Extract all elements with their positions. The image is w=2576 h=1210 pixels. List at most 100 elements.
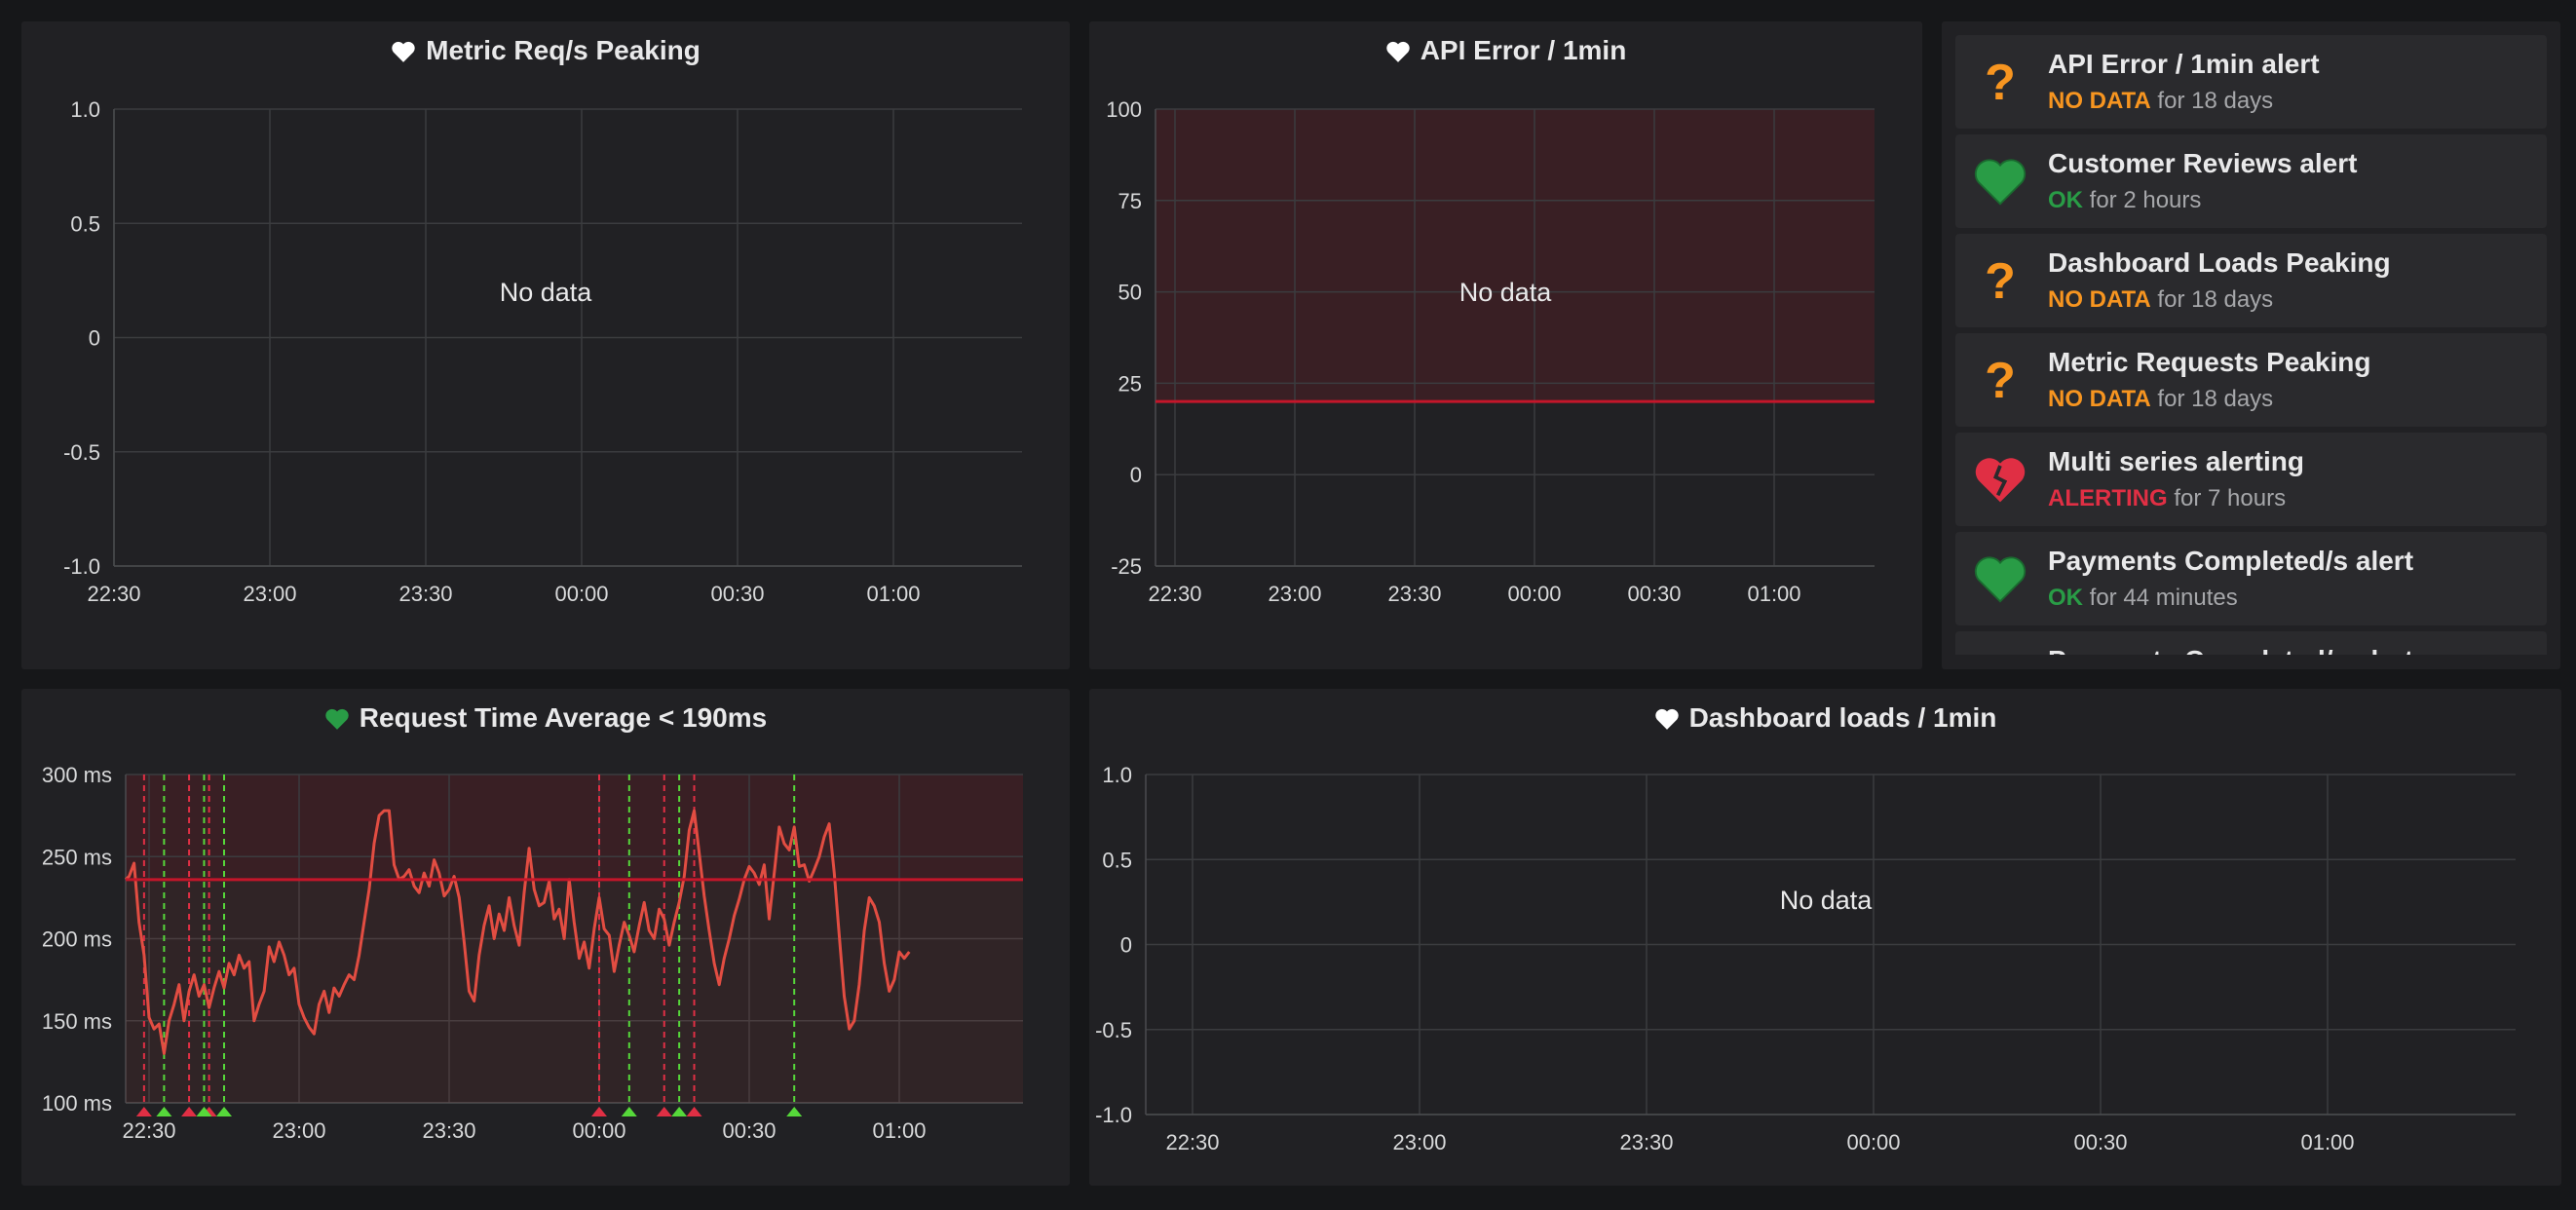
- y-tick-label: 100: [1106, 97, 1142, 122]
- alerting-annotation-marker[interactable]: [181, 1107, 198, 1116]
- ok-annotation-marker[interactable]: [671, 1107, 688, 1116]
- white-heart-icon: [392, 41, 415, 62]
- y-tick-label: -0.5: [1095, 1018, 1132, 1042]
- alert-list-item[interactable]: Payments Completed/s alert OK for 44 minu…: [1955, 532, 2547, 625]
- x-tick-label: 00:30: [722, 1118, 776, 1143]
- ok-annotation-marker[interactable]: [216, 1107, 232, 1116]
- x-tick-label: 00:00: [1507, 582, 1561, 606]
- alert-threshold-region: [126, 775, 1023, 880]
- y-tick-label: 0: [1120, 933, 1132, 958]
- alert-name: Dashboard Loads Peaking: [2048, 247, 2391, 278]
- y-tick-label: 1.0: [1102, 763, 1132, 787]
- alert-state: NO DATA for 18 days: [2048, 286, 2273, 314]
- y-tick-label: -1.0: [63, 554, 100, 579]
- alert-list-item[interactable]: Multi series alerting ALERTING for 7 hour…: [1955, 433, 2547, 526]
- alert-icon: [1971, 649, 2029, 655]
- panel-title[interactable]: API Error / 1min: [1089, 35, 1922, 66]
- x-tick-label: 01:00: [1747, 582, 1800, 606]
- ok-annotation-marker[interactable]: [156, 1107, 172, 1116]
- x-tick-label: 00:30: [2073, 1130, 2127, 1154]
- y-tick-label: 200 ms: [42, 927, 112, 952]
- ok-annotation-marker[interactable]: [786, 1107, 803, 1116]
- alert-state-word: ALERTING: [2048, 485, 2168, 511]
- x-tick-label: 23:30: [1619, 1130, 1673, 1154]
- alert-name: Customer Reviews alert: [2048, 148, 2358, 178]
- alerting-annotation-marker[interactable]: [591, 1107, 607, 1116]
- y-tick-label: 0.5: [1102, 848, 1132, 872]
- white-heart-icon: [1654, 708, 1679, 730]
- panel-title[interactable]: Dashboard loads / 1min: [1089, 702, 2561, 734]
- y-tick-label: 1.0: [70, 97, 100, 122]
- x-tick-label: 23:30: [398, 582, 452, 606]
- alert-list-item[interactable]: ? Metric Requests Peaking NO DATA for 18 d…: [1955, 333, 2547, 427]
- panel-api-error: API Error / 1min 100 75 50 25 0 -25 22:30 23:00…: [1089, 21, 1922, 669]
- alert-duration: for 44 minutes: [2083, 585, 2238, 611]
- alert-duration: for 2 hours: [2083, 187, 2202, 213]
- grid: [113, 108, 1022, 567]
- panel-metric-req: Metric Req/s Peaking 1.0 0.5 0 -0.5 -1.0 22:3…: [21, 21, 1070, 669]
- white-heart-icon: [1385, 41, 1410, 62]
- alert-state: ALERTING for 7 hours: [2048, 485, 2286, 512]
- alert-state-word: NO DATA: [2048, 386, 2151, 412]
- no-data-label: No data: [500, 278, 593, 307]
- x-tick-label: 22:30: [122, 1118, 175, 1143]
- x-tick-label: 23:00: [243, 582, 296, 606]
- alert-list-item[interactable]: ? Dashboard Loads Peaking NO DATA for 18 d…: [1955, 234, 2547, 327]
- x-tick-label: 23:30: [1387, 582, 1441, 606]
- x-tick-label: 00:30: [1627, 582, 1681, 606]
- x-tick-label: 01:00: [866, 582, 920, 606]
- svg-text:?: ?: [1985, 255, 2016, 306]
- x-tick-label: 23:30: [422, 1118, 475, 1143]
- alert-state-word: NO DATA: [2048, 88, 2151, 114]
- y-tick-label: 0.5: [70, 211, 100, 236]
- y-tick-label: -25: [1111, 554, 1142, 579]
- x-tick-label: 00:00: [1846, 1130, 1900, 1154]
- y-tick-label: 0: [89, 326, 100, 351]
- alert-state: OK for 44 minutes: [2048, 585, 2238, 612]
- alert-state: NO DATA for 18 days: [2048, 386, 2273, 413]
- alert-duration: for 18 days: [2150, 286, 2274, 313]
- alert-list-item[interactable]: Payments Completed/s alert: [1955, 631, 2547, 655]
- svg-text:?: ?: [1985, 355, 2016, 405]
- panel-title[interactable]: Request Time Average < 190ms: [21, 702, 1070, 734]
- alert-name: Multi series alerting: [2048, 446, 2304, 476]
- x-tick-label: 00:30: [710, 582, 764, 606]
- y-tick-label: -1.0: [1095, 1103, 1132, 1127]
- ok-annotation-marker[interactable]: [196, 1107, 212, 1116]
- y-tick-label: 0: [1130, 463, 1142, 487]
- x-tick-label: 22:30: [1148, 582, 1201, 606]
- question-icon: ?: [1971, 351, 2029, 409]
- grid: [1146, 774, 2516, 1115]
- y-tick-label: 300 ms: [42, 763, 112, 787]
- y-tick-label: -0.5: [63, 440, 100, 465]
- no-data-label: No data: [1459, 278, 1553, 307]
- panel-request-time: Request Time Average < 190ms 300 ms 250 m…: [21, 689, 1070, 1186]
- green-heart-icon: [1971, 549, 2029, 608]
- alerting-annotation-marker[interactable]: [135, 1107, 152, 1116]
- x-tick-label: 22:30: [87, 582, 140, 606]
- chart-metric-req: 1.0 0.5 0 -0.5 -1.0 22:30 23:00 23:30 00:00 00:30…: [63, 97, 1022, 606]
- alert-state: OK for 2 hours: [2048, 187, 2201, 214]
- series-line[interactable]: [124, 809, 911, 1055]
- x-tick-label: 23:00: [1268, 582, 1321, 606]
- x-tick-label: 00:00: [554, 582, 608, 606]
- alert-duration: for 7 hours: [2167, 485, 2287, 511]
- alert-name: API Error / 1min alert: [2048, 49, 2320, 79]
- panel-title-text: Dashboard loads / 1min: [1688, 702, 1997, 733]
- x-tick-label: 22:30: [1165, 1130, 1219, 1154]
- panel-title[interactable]: Metric Req/s Peaking: [21, 35, 1070, 66]
- svg-text:?: ?: [1985, 57, 2016, 107]
- y-tick-label: 50: [1118, 281, 1142, 305]
- alert-threshold-region: [1155, 109, 1875, 402]
- panel-title-text: API Error / 1min: [1420, 35, 1627, 65]
- alert-list-item[interactable]: ? API Error / 1min alert NO DATA for 18 da…: [1955, 35, 2547, 129]
- alert-list-item[interactable]: Customer Reviews alert OK for 2 hours: [1955, 134, 2547, 228]
- chart-dashboard-loads: 1.0 0.5 0 -0.5 -1.0 22:30 23:00 23:30 00:00 00:30…: [1095, 763, 2516, 1154]
- alerting-annotation-marker[interactable]: [656, 1107, 672, 1116]
- ok-annotation-marker[interactable]: [621, 1107, 637, 1116]
- x-tick-label: 23:00: [1392, 1130, 1446, 1154]
- alerting-annotation-marker[interactable]: [686, 1107, 702, 1116]
- green-heart-icon: [325, 708, 349, 730]
- alert-state-word: NO DATA: [2048, 286, 2151, 313]
